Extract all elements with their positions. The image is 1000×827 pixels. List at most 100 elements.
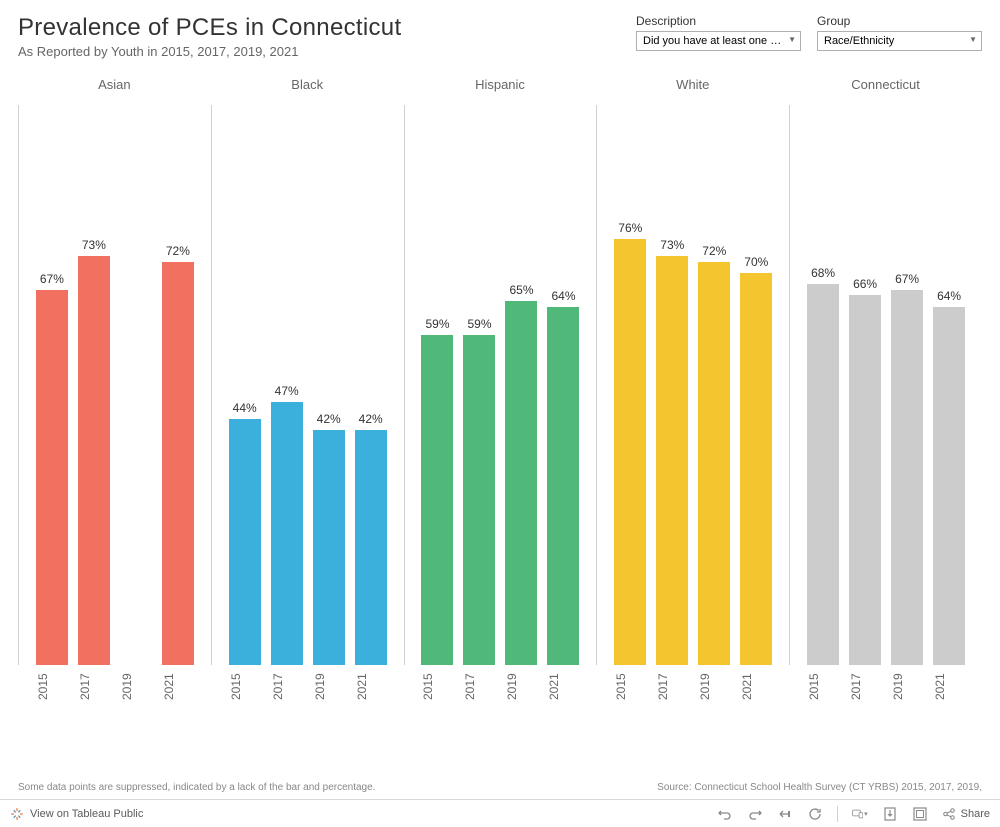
bar-value-label: 72% — [166, 244, 190, 258]
toolbar-right: ▾ Share — [717, 806, 990, 822]
panel-title: Hispanic — [475, 77, 525, 95]
chart-area: Asian67%73%72%2015201720192021Black44%47… — [0, 67, 1000, 772]
bar[interactable] — [656, 256, 688, 665]
bar-value-label: 64% — [551, 289, 575, 303]
filter-group: Group — [817, 14, 982, 51]
bar-value-label: 42% — [317, 412, 341, 426]
bar-value-label: 44% — [233, 401, 257, 415]
bar-value-label: 42% — [359, 412, 383, 426]
bar[interactable] — [740, 273, 772, 665]
bar-wrapper: 59% — [421, 105, 453, 665]
bar-value-label: 70% — [744, 255, 768, 269]
device-preview-icon[interactable]: ▾ — [852, 806, 868, 822]
download-icon[interactable] — [882, 806, 898, 822]
view-on-tableau-label: View on Tableau Public — [30, 808, 143, 820]
undo-icon[interactable] — [717, 806, 733, 822]
panel-asian: Asian67%73%72%2015201720192021 — [18, 77, 211, 772]
tableau-logo-icon — [10, 807, 24, 821]
bar-wrapper: 65% — [505, 105, 537, 665]
bar-wrapper: 68% — [807, 105, 839, 665]
bar[interactable] — [229, 419, 261, 665]
page-subtitle: As Reported by Youth in 2015, 2017, 2019… — [18, 44, 636, 59]
tableau-public-link[interactable]: View on Tableau Public — [10, 807, 143, 821]
bar[interactable] — [933, 307, 965, 665]
bar-value-label: 66% — [853, 277, 877, 291]
x-label: 2019 — [120, 671, 152, 703]
x-labels: 2015201720192021 — [228, 671, 387, 703]
bar[interactable] — [421, 335, 453, 665]
x-label: 2017 — [271, 671, 303, 703]
bar[interactable] — [78, 256, 110, 665]
x-label: 2017 — [78, 671, 110, 703]
bar[interactable] — [505, 301, 537, 665]
bar-value-label: 72% — [702, 244, 726, 258]
x-label: 2019 — [505, 671, 537, 703]
bar-value-label: 67% — [40, 272, 64, 286]
x-label: 2021 — [933, 671, 965, 703]
bar-wrapper: 70% — [740, 105, 772, 665]
header: Prevalence of PCEs in Connecticut As Rep… — [0, 0, 1000, 67]
share-button[interactable]: Share — [942, 807, 990, 821]
revert-icon[interactable] — [777, 806, 793, 822]
x-label: 2015 — [807, 671, 839, 703]
panel-black: Black44%47%42%42%2015201720192021 — [211, 77, 404, 772]
bar-wrapper: 72% — [162, 105, 194, 665]
x-label: 2019 — [891, 671, 923, 703]
bars-container: 67% 73% 72% — [18, 105, 211, 665]
footer-source: Source: Connecticut School Health Survey… — [657, 782, 982, 793]
group-select[interactable] — [817, 31, 982, 51]
bar-value-label: 68% — [811, 266, 835, 280]
bar[interactable] — [36, 290, 68, 665]
bar[interactable] — [547, 307, 579, 665]
bar[interactable] — [807, 284, 839, 665]
bar-wrapper: 73% — [656, 105, 688, 665]
bar[interactable] — [463, 335, 495, 665]
bar[interactable] — [162, 262, 194, 665]
footer: Some data points are suppressed, indicat… — [0, 772, 1000, 799]
title-block: Prevalence of PCEs in Connecticut As Rep… — [18, 14, 636, 59]
fullscreen-icon[interactable] — [912, 806, 928, 822]
x-labels: 2015201720192021 — [420, 671, 579, 703]
bar-wrapper: 64% — [547, 105, 579, 665]
x-labels: 2015201720192021 — [806, 671, 965, 703]
x-labels: 2015201720192021 — [35, 671, 194, 703]
bar[interactable] — [698, 262, 730, 665]
x-label: 2019 — [698, 671, 730, 703]
x-label: 2021 — [162, 671, 194, 703]
refresh-icon[interactable] — [807, 806, 823, 822]
bar-value-label: 73% — [82, 238, 106, 252]
toolbar: View on Tableau Public ▾ Share — [0, 799, 1000, 827]
bar[interactable] — [891, 290, 923, 665]
bar-wrapper: 44% — [229, 105, 261, 665]
description-select[interactable] — [636, 31, 801, 51]
bar[interactable] — [313, 430, 345, 665]
panel-title: Connecticut — [851, 77, 920, 95]
panel-title: Asian — [98, 77, 131, 95]
bar-wrapper — [120, 105, 152, 665]
panel-title: White — [676, 77, 709, 95]
bar[interactable] — [271, 402, 303, 665]
bar-value-label: 65% — [509, 283, 533, 297]
bar-value-label: 64% — [937, 289, 961, 303]
x-label: 2017 — [656, 671, 688, 703]
bar-value-label: 76% — [618, 221, 642, 235]
panel-connecticut: Connecticut68%66%67%64%2015201720192021 — [789, 77, 982, 772]
bars-container: 44%47%42%42% — [211, 105, 404, 665]
page-title: Prevalence of PCEs in Connecticut — [18, 14, 636, 42]
share-label: Share — [961, 808, 990, 820]
share-icon — [942, 807, 956, 821]
filter-label-description: Description — [636, 14, 801, 28]
bar-wrapper: 66% — [849, 105, 881, 665]
bar-value-label: 67% — [895, 272, 919, 286]
bar-value-label: 59% — [467, 317, 491, 331]
bar-wrapper: 67% — [891, 105, 923, 665]
bar-wrapper: 76% — [614, 105, 646, 665]
bar[interactable] — [355, 430, 387, 665]
filters: Description Group — [636, 14, 982, 51]
redo-icon[interactable] — [747, 806, 763, 822]
x-label: 2021 — [740, 671, 772, 703]
bar[interactable] — [849, 295, 881, 665]
bar[interactable] — [614, 239, 646, 665]
bar-value-label: 73% — [660, 238, 684, 252]
x-label: 2021 — [355, 671, 387, 703]
